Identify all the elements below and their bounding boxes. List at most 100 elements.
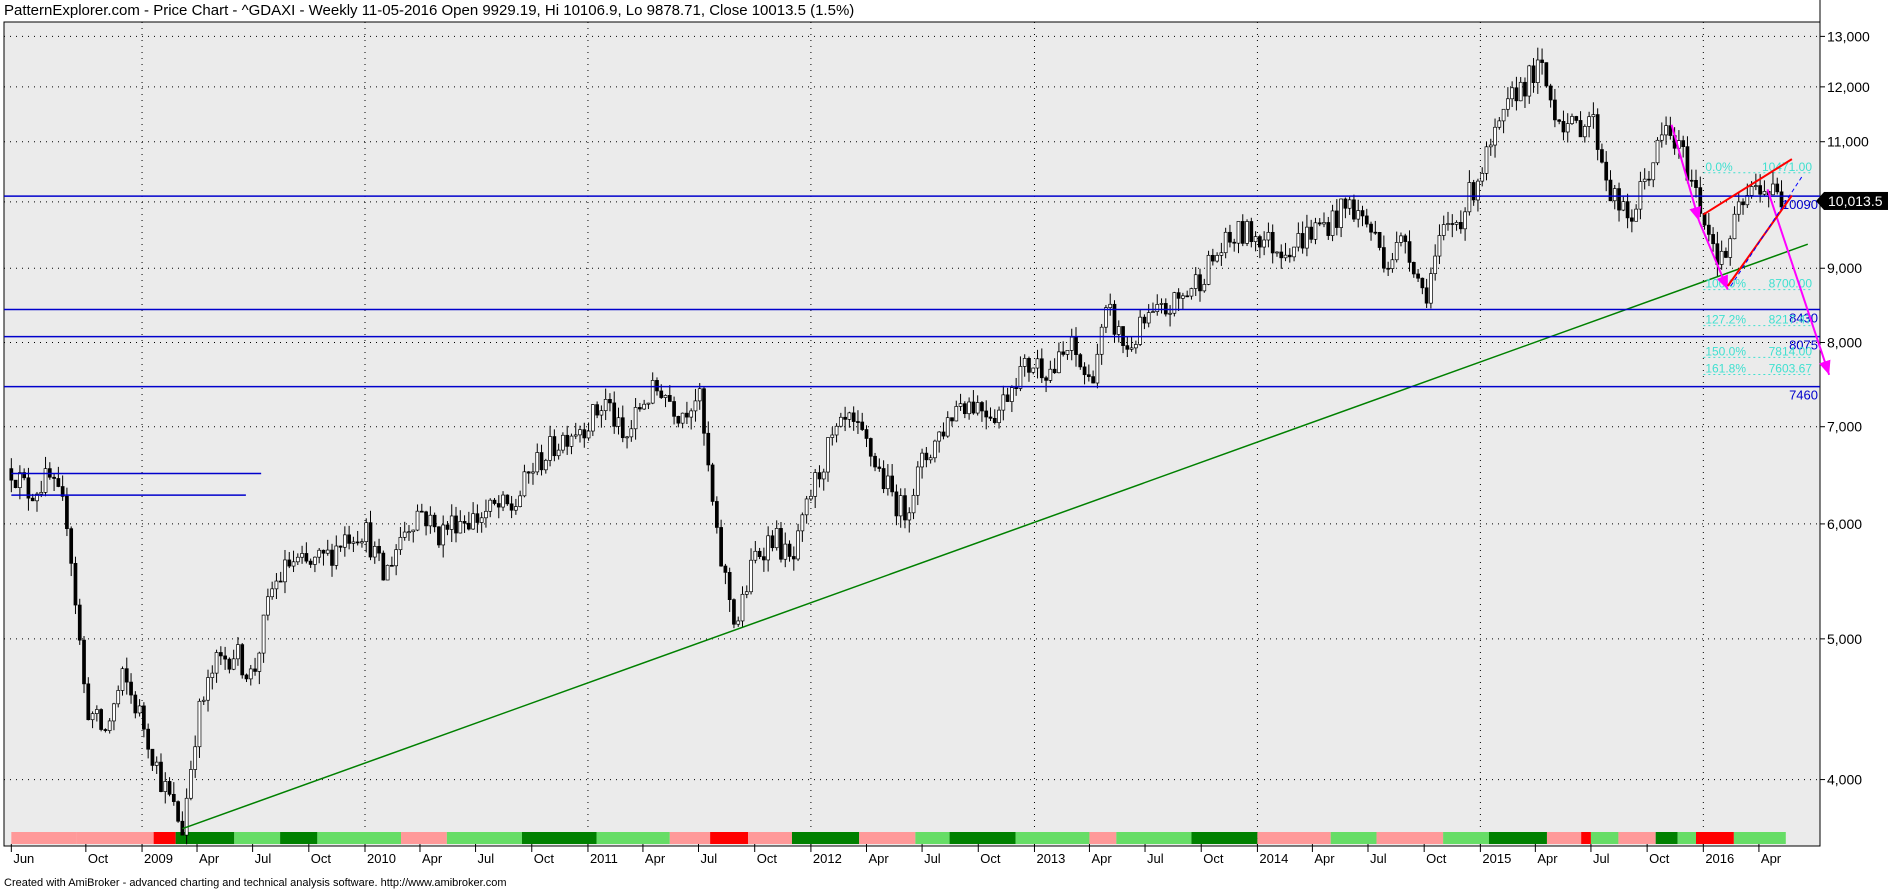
candle [1048,360,1053,383]
candle-body [1612,188,1617,202]
candle-body [663,395,668,398]
candle [1741,198,1745,215]
candle-body [1014,387,1018,389]
candle-body [676,415,681,424]
candle [997,406,1001,429]
candle [1476,178,1480,212]
candle-body [1450,223,1455,225]
candle [471,502,475,530]
candle-body [1206,254,1211,285]
candle [890,464,894,497]
candle-body [1587,116,1591,127]
x-tick-label: Oct [1203,851,1224,866]
candle [1630,209,1634,233]
x-tick-label: Apr [422,851,443,866]
candle-body [1099,326,1104,355]
candle [424,510,428,536]
candle [1210,248,1215,266]
candle [1621,196,1626,212]
candle [441,515,446,558]
candle [1655,137,1660,166]
candle [1326,216,1331,240]
candle-body [99,709,103,730]
candle [240,643,245,679]
candle-body [1754,185,1758,187]
candle [176,800,180,823]
candle-body [479,517,484,523]
regime-segment [11,832,77,844]
candle [1292,246,1296,262]
candle [381,550,386,581]
candle [954,400,959,422]
x-tick-label: Jun [13,851,34,866]
candle [1386,261,1390,276]
candle-body [484,510,488,519]
candle [90,711,95,729]
candle [1317,218,1322,227]
candle [945,411,950,438]
regime-segment [1618,832,1656,844]
candle-body [26,477,31,499]
x-tick-label: 2010 [367,851,396,866]
candle [1044,375,1048,393]
candle [744,585,749,599]
candle [1373,220,1378,235]
regime-segment [317,832,402,844]
candle-body [1484,146,1489,174]
candle [565,425,570,455]
candle-body [283,559,287,583]
candle-body [886,475,890,490]
candle-body [1604,161,1609,181]
candle [475,504,480,533]
candle-body [1039,358,1044,379]
candle-body [1382,247,1386,269]
candle [167,777,172,797]
pattern-arrow [1698,220,1729,291]
candle [171,782,176,806]
candle [1022,354,1027,377]
candle-body [1647,178,1651,181]
candle-body [1343,198,1348,209]
candle [248,664,253,686]
candle-body [1638,181,1643,210]
candle [334,535,339,570]
candle-body [962,403,967,415]
candle-body [766,535,770,561]
candle [1689,169,1694,187]
candle [689,408,694,430]
candle-body [821,471,826,480]
regime-segment [949,832,1016,844]
candle [1390,252,1395,273]
candle-body [1437,235,1442,257]
candle-body [1621,201,1626,211]
candle-body [1082,366,1087,376]
candle-body [561,434,565,451]
candle [338,545,343,552]
regime-segment [669,832,711,844]
candle-body [1407,241,1412,263]
candle-body [142,705,146,730]
candle [94,705,99,722]
candle [1232,238,1237,252]
candle [18,465,22,500]
candle-body [60,486,65,497]
candle-body [1313,222,1318,240]
candle [1172,291,1177,317]
candle-body [1724,250,1728,258]
candle-body [65,496,69,530]
candle-body [800,514,805,532]
candle-body [1582,126,1587,138]
candle [1270,224,1275,264]
candle-body [214,652,219,674]
candle [142,702,146,738]
candle [428,506,433,534]
candle [590,404,595,437]
candle [1634,204,1638,222]
candle [1416,268,1420,283]
candle-body [1736,201,1741,215]
candle-body [313,556,317,565]
candle [1219,242,1224,266]
fib-price-label: 8700.00 [1769,277,1813,291]
fib-price-label: 7603.67 [1769,362,1813,376]
fib-pct-label: 0.0% [1705,160,1733,174]
